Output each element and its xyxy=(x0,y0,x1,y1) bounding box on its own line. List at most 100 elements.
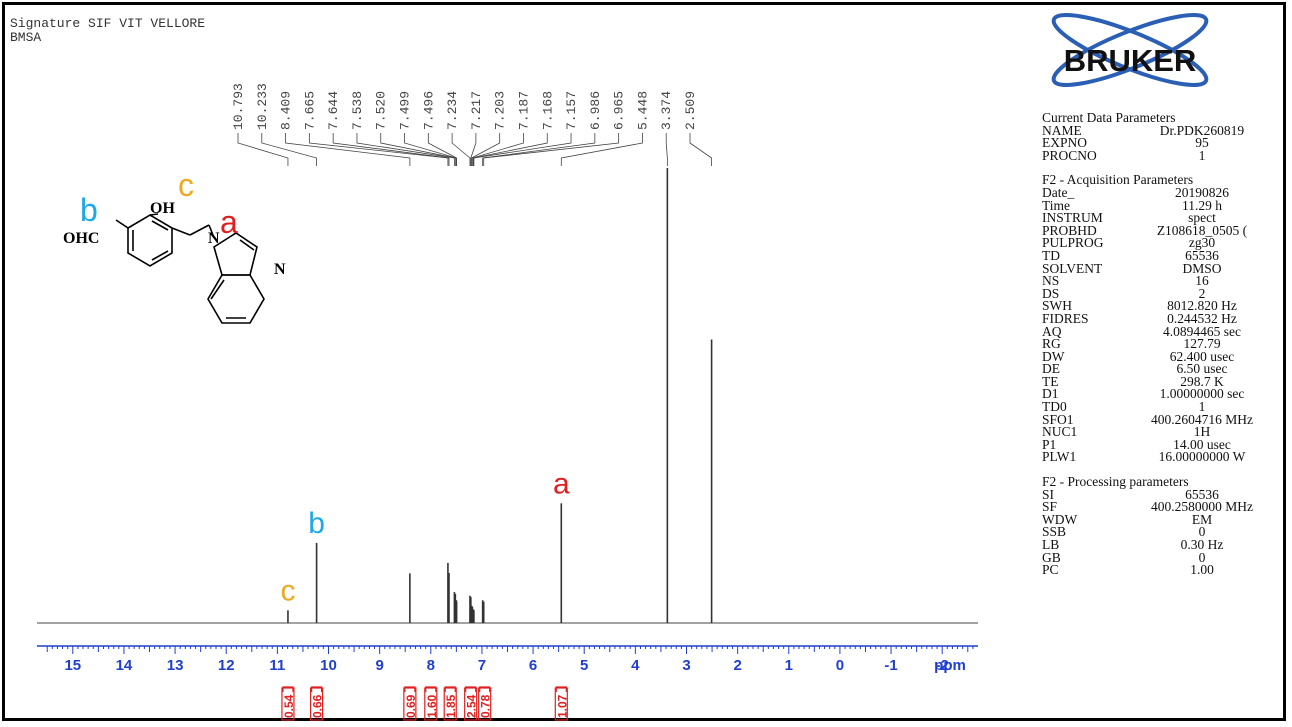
peak-label: 7.217 xyxy=(469,91,484,130)
param-key: TD xyxy=(1042,247,1060,263)
x-tick-label: 14 xyxy=(116,657,133,674)
param-key: Time xyxy=(1042,197,1071,213)
param-key: SOLVENT xyxy=(1042,260,1103,276)
param-section-title: F2 - Processing parameters xyxy=(1042,474,1189,490)
param-section: F2 - Acquisition Parameters Date_ 20190826… xyxy=(1042,173,1287,465)
param-row: SFO1 400.2604716 MHz xyxy=(1042,411,1287,427)
param-value: 16 xyxy=(1195,273,1209,289)
integral-value: 1.60 xyxy=(425,694,439,718)
param-row: NS 16 xyxy=(1042,273,1287,289)
peak-label-leader xyxy=(308,133,449,166)
x-tick-label: 11 xyxy=(269,657,285,674)
peak-label: 7.157 xyxy=(564,91,579,130)
param-value: 1.00 xyxy=(1190,562,1214,578)
param-value: 1 xyxy=(1198,399,1206,415)
peak-label: 7.496 xyxy=(421,91,436,130)
integral-value: 1.07 xyxy=(555,694,569,718)
param-value: 127.79 xyxy=(1183,336,1221,352)
param-row: PROCNO 1 xyxy=(1042,149,1287,163)
param-key: SF xyxy=(1042,499,1058,515)
atom-n1: N xyxy=(208,230,220,247)
x-tick-label: 0 xyxy=(836,657,844,674)
peak-label-leader xyxy=(483,133,620,166)
peak-label: 7.520 xyxy=(374,91,389,130)
peak-label-leader xyxy=(332,133,450,166)
param-value: 0 xyxy=(1198,524,1206,540)
integral: 1.85 xyxy=(443,686,458,721)
param-value: 8012.820 Hz xyxy=(1167,298,1237,314)
param-row: SF 400.2580000 MHz xyxy=(1042,499,1287,515)
x-tick-label: 8 xyxy=(427,657,435,674)
param-key: DS xyxy=(1042,285,1060,301)
param-value: 62.400 usec xyxy=(1169,348,1235,364)
integral-box xyxy=(554,687,568,721)
param-row: TE 298.7 K xyxy=(1042,375,1287,389)
param-key: TD0 xyxy=(1042,399,1067,415)
peak-label-leader xyxy=(261,133,317,166)
param-key: DE xyxy=(1042,361,1060,377)
param-row: INSTRUM spect xyxy=(1042,210,1287,226)
peak-annotation-b: b xyxy=(308,507,325,540)
marker-a: a xyxy=(220,204,238,240)
peak-label: 7.234 xyxy=(445,91,460,130)
peak-label: 10.793 xyxy=(231,83,246,130)
peak-label: 7.665 xyxy=(302,91,317,130)
atom-ohc: OHC xyxy=(63,230,99,247)
peak-label: 7.644 xyxy=(326,91,341,130)
peak-label: 7.538 xyxy=(350,91,365,130)
integrals: 0.54 0.66 0.69 1.60 1.85 2.54 0.78 1.07 xyxy=(281,686,569,721)
integral-box xyxy=(281,687,295,721)
logo-text: BRUKER xyxy=(1064,43,1197,78)
param-section: Current Data Parameters NAME Dr.PDK260819 E… xyxy=(1042,110,1287,163)
param-key: NS xyxy=(1042,273,1060,289)
atom-oh: OH xyxy=(150,200,175,217)
param-row: DW 62.400 usec xyxy=(1042,348,1287,364)
param-value: 65536 xyxy=(1185,247,1219,263)
x-tick-label: -2 xyxy=(936,657,949,674)
peak-label: 10.233 xyxy=(255,83,270,130)
integral-bracket xyxy=(555,686,567,692)
integral-bracket xyxy=(465,686,477,692)
param-key: SFO1 xyxy=(1042,411,1074,427)
integral-value: 2.54 xyxy=(465,694,479,718)
param-row: Date_ 20190826 xyxy=(1042,184,1287,200)
peak-labels: 10.793 10.233 8.409 7.665 7.644 7.538 7.520 7.4… xyxy=(231,83,713,166)
param-key: EXPNO xyxy=(1042,135,1088,151)
peak-label-leader xyxy=(356,133,455,166)
param-row: AQ 4.0894465 sec xyxy=(1042,324,1287,339)
param-row: P1 14.00 usec xyxy=(1042,436,1287,452)
param-key: PULPROG xyxy=(1042,235,1104,251)
x-tick-label: 15 xyxy=(64,657,81,674)
integral-bracket xyxy=(425,686,437,692)
integral-value: 0.66 xyxy=(311,694,325,718)
param-value: 16.00000000 W xyxy=(1158,449,1246,465)
peak-label: 7.168 xyxy=(540,91,555,130)
param-key: INSTRUM xyxy=(1042,210,1103,226)
x-tick-label: 7 xyxy=(478,657,486,674)
peak-label: 2.509 xyxy=(683,91,698,130)
integral: 0.69 xyxy=(403,686,418,721)
parameter-panel: Current Data Parameters NAME Dr.PDK260819 E… xyxy=(1042,110,1287,589)
x-tick-label: 13 xyxy=(167,657,184,674)
peak-label: 7.187 xyxy=(516,91,531,130)
param-section-title: Current Data Parameters xyxy=(1042,110,1176,125)
integral-bracket xyxy=(479,686,491,692)
param-key: D1 xyxy=(1042,386,1059,402)
structure-labels: OH OHC N N xyxy=(63,200,286,278)
param-row: LB 0.30 Hz xyxy=(1042,538,1287,552)
peaks xyxy=(287,168,713,623)
param-value: 14.00 usec xyxy=(1173,436,1231,452)
peak-annotation-a: a xyxy=(553,467,570,500)
param-key: Date_ xyxy=(1042,184,1075,200)
param-key: GB xyxy=(1042,549,1061,565)
param-value: 95 xyxy=(1195,135,1209,151)
param-row: TD 65536 xyxy=(1042,247,1287,263)
peak-label: 3.374 xyxy=(659,91,674,130)
param-value: EM xyxy=(1191,511,1213,527)
peak-label: 7.203 xyxy=(493,91,508,130)
x-tick-label: 10 xyxy=(320,657,337,674)
param-key: SWH xyxy=(1042,298,1072,314)
